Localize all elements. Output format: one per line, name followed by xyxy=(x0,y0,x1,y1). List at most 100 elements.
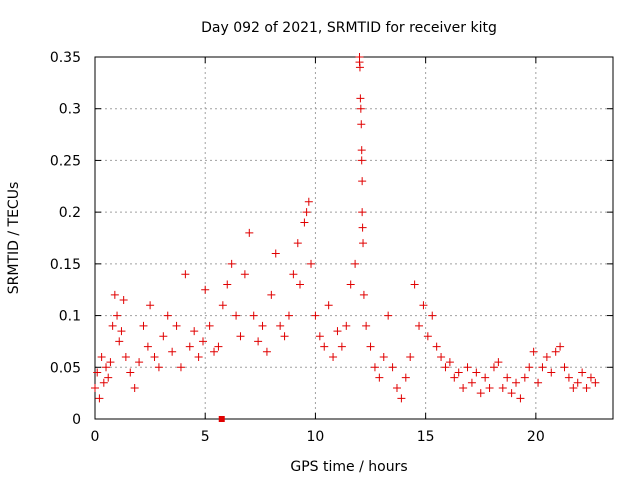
data-point xyxy=(415,321,424,330)
data-point xyxy=(529,347,538,356)
data-point xyxy=(459,383,468,392)
data-point xyxy=(249,311,258,320)
data-point xyxy=(423,332,432,341)
data-point xyxy=(135,358,144,367)
data-point xyxy=(307,259,316,268)
data-point xyxy=(126,368,135,377)
data-point xyxy=(406,352,415,361)
data-point xyxy=(401,373,410,382)
data-point xyxy=(205,321,214,330)
data-point xyxy=(357,120,366,129)
data-point xyxy=(582,383,591,392)
data-point xyxy=(463,363,472,372)
data-point xyxy=(232,311,241,320)
data-point xyxy=(366,342,375,351)
data-point xyxy=(333,327,342,336)
data-point xyxy=(159,332,168,341)
data-point xyxy=(337,342,346,351)
data-point xyxy=(295,280,304,289)
data-point xyxy=(311,311,320,320)
y-tick-label: 0.05 xyxy=(50,360,81,376)
data-point xyxy=(324,301,333,310)
data-point xyxy=(201,285,210,294)
data-point xyxy=(223,280,232,289)
x-tick-label: 10 xyxy=(307,429,325,445)
data-point xyxy=(485,383,494,392)
data-point xyxy=(516,394,525,403)
y-tick-label: 0.25 xyxy=(50,153,81,169)
data-point xyxy=(304,197,313,206)
data-point xyxy=(489,363,498,372)
data-point xyxy=(110,290,119,299)
data-point xyxy=(320,342,329,351)
data-point xyxy=(262,347,271,356)
data-point xyxy=(467,378,476,387)
plot-frame xyxy=(94,56,614,420)
data-point xyxy=(357,146,366,155)
data-point xyxy=(106,358,115,367)
data-point xyxy=(410,280,419,289)
data-point xyxy=(370,363,379,372)
data-point xyxy=(384,311,393,320)
y-tick-label: 0.1 xyxy=(59,309,81,325)
data-point xyxy=(358,223,367,232)
data-point xyxy=(346,280,355,289)
data-point xyxy=(437,352,446,361)
data-point xyxy=(185,342,194,351)
y-tick-label: 0.2 xyxy=(59,205,81,221)
data-point xyxy=(289,270,298,279)
chart-title: Day 092 of 2021, SRMTID for receiver kit… xyxy=(201,20,497,36)
data-point xyxy=(392,383,401,392)
data-point xyxy=(388,363,397,372)
data-point xyxy=(432,342,441,351)
data-point xyxy=(236,332,245,341)
data-point xyxy=(163,311,172,320)
data-point xyxy=(362,321,371,330)
x-tick-label: 5 xyxy=(201,429,210,445)
data-point xyxy=(254,337,263,346)
data-point xyxy=(498,383,507,392)
y-tick-label: 0.15 xyxy=(50,257,81,273)
data-point xyxy=(108,321,117,330)
data-point xyxy=(293,239,302,248)
data-point xyxy=(284,311,293,320)
data-point xyxy=(91,383,99,392)
data-point xyxy=(99,378,108,387)
data-point xyxy=(210,347,219,356)
data-point xyxy=(351,259,360,268)
data-point xyxy=(302,208,311,217)
data-point xyxy=(441,363,450,372)
data-point xyxy=(578,368,587,377)
data-point xyxy=(538,363,547,372)
data-point xyxy=(556,342,565,351)
data-point xyxy=(472,368,481,377)
data-point xyxy=(564,373,573,382)
data-point xyxy=(542,352,551,361)
data-point xyxy=(194,352,203,361)
data-points xyxy=(91,53,600,422)
data-point xyxy=(379,352,388,361)
data-point xyxy=(130,383,139,392)
data-point xyxy=(397,394,406,403)
data-point xyxy=(113,311,122,320)
data-point xyxy=(359,290,368,299)
data-point xyxy=(240,270,249,279)
data-point xyxy=(512,378,521,387)
data-point xyxy=(115,337,124,346)
data-point xyxy=(356,104,365,113)
data-point xyxy=(150,352,159,361)
data-point xyxy=(280,332,289,341)
data-point xyxy=(146,301,155,310)
y-tick-label: 0.35 xyxy=(50,50,81,66)
data-point xyxy=(227,259,236,268)
data-point xyxy=(375,373,384,382)
data-point xyxy=(271,249,280,258)
data-point xyxy=(218,301,227,310)
data-point xyxy=(93,368,102,377)
data-point xyxy=(520,373,529,382)
x-axis-label: GPS time / hours xyxy=(290,459,407,475)
grid-lines xyxy=(95,57,613,419)
data-point xyxy=(258,321,267,330)
data-point xyxy=(176,363,185,372)
data-point xyxy=(428,311,437,320)
